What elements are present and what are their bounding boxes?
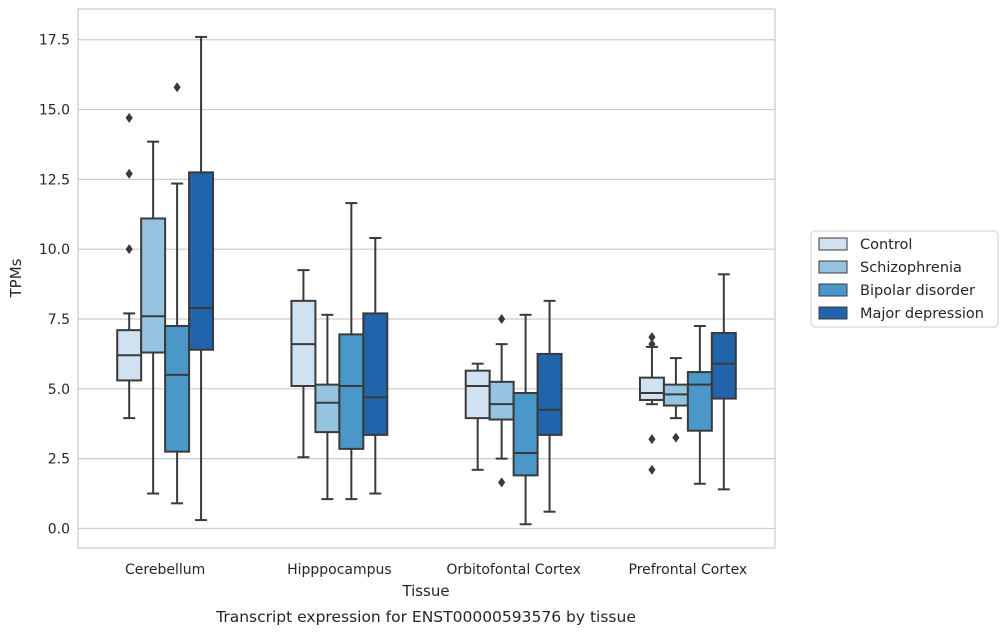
x-axis-label: Tissue bbox=[401, 582, 449, 600]
outlier-point bbox=[648, 464, 656, 475]
box-major-depression-hipppocampus bbox=[362, 237, 389, 495]
legend-label: Schizophrenia bbox=[860, 260, 962, 276]
y-tick-label: 2.5 bbox=[48, 452, 70, 468]
outlier-point bbox=[125, 168, 133, 179]
outlier-point bbox=[125, 112, 133, 123]
y-tick-label: 15.0 bbox=[39, 103, 70, 119]
outlier-point bbox=[672, 432, 680, 443]
y-tick-label: 5.0 bbox=[48, 382, 70, 398]
box-iqr bbox=[338, 333, 365, 450]
outlier-point bbox=[648, 339, 656, 350]
box-control-orbitofontal-cortex bbox=[464, 362, 491, 471]
box-iqr bbox=[638, 376, 665, 401]
box-major-depression-cerebellum bbox=[188, 35, 215, 522]
legend-swatch bbox=[818, 237, 848, 251]
legend-item: Schizophrenia bbox=[818, 260, 962, 276]
outlier-point bbox=[498, 477, 506, 488]
box-iqr bbox=[686, 371, 713, 432]
box-control-cerebellum bbox=[116, 112, 143, 420]
box-control-prefrontal-cortex bbox=[638, 332, 665, 475]
box-plot-series bbox=[116, 35, 737, 526]
legend-item: Control bbox=[818, 237, 912, 253]
y-tick-label: 12.5 bbox=[39, 172, 70, 188]
y-tick-label: 17.5 bbox=[39, 33, 70, 49]
outlier-point bbox=[498, 313, 506, 324]
box-iqr bbox=[140, 217, 167, 354]
y-axis-label: TPMs bbox=[7, 258, 25, 298]
box-control-hipppocampus bbox=[290, 269, 317, 459]
x-tick-label: Prefrontal Cortex bbox=[629, 562, 748, 578]
box-major-depression-orbitofontal-cortex bbox=[536, 299, 563, 513]
y-axis-ticks: 0.0 2.5 5.0 7.5 10.0 12.5 15.0 17.5 bbox=[39, 33, 70, 538]
box-iqr bbox=[188, 171, 215, 351]
x-axis-ticks: Cerebellum Hipppocampus Orbitofontal Corte… bbox=[125, 562, 747, 578]
legend-swatch bbox=[818, 306, 848, 320]
x-tick-label: Orbitofontal Cortex bbox=[446, 562, 581, 578]
box-iqr bbox=[164, 324, 191, 453]
box-iqr bbox=[488, 380, 515, 421]
box-iqr bbox=[512, 392, 539, 477]
legend-item: Bipolar disorder bbox=[818, 283, 975, 299]
box-major-depression-prefrontal-cortex bbox=[710, 273, 737, 491]
box-schizophrenia-orbitofontal-cortex bbox=[488, 313, 515, 488]
box-iqr bbox=[362, 312, 389, 436]
box-schizophrenia-cerebellum bbox=[140, 140, 167, 495]
box-iqr bbox=[536, 352, 563, 436]
y-tick-label: 7.5 bbox=[48, 312, 70, 328]
grid-lines bbox=[78, 39, 775, 530]
legend-label: Control bbox=[860, 237, 912, 253]
box-schizophrenia-hipppocampus bbox=[314, 313, 341, 501]
y-tick-label: 10.0 bbox=[39, 242, 70, 258]
outlier-point bbox=[648, 434, 656, 445]
legend-item: Major depression bbox=[818, 306, 984, 322]
plot-frame bbox=[77, 8, 776, 549]
x-tick-label: Cerebellum bbox=[125, 562, 205, 578]
box-bipolar-disorder-prefrontal-cortex bbox=[686, 324, 713, 485]
legend-swatch bbox=[818, 283, 848, 297]
box-schizophrenia-prefrontal-cortex bbox=[662, 357, 689, 443]
box-iqr bbox=[314, 383, 341, 434]
legend-swatch bbox=[818, 260, 848, 274]
box-bipolar-disorder-hipppocampus bbox=[338, 202, 365, 501]
box-bipolar-disorder-cerebellum bbox=[164, 82, 191, 505]
chart-caption: Transcript expression for ENST0000059357… bbox=[215, 608, 636, 626]
outlier-point bbox=[173, 82, 181, 93]
box-iqr bbox=[464, 369, 491, 420]
box-bipolar-disorder-orbitofontal-cortex bbox=[512, 313, 539, 526]
x-tick-label: Hipppocampus bbox=[287, 562, 392, 578]
legend: Control Schizophrenia Bipolar disorder Majo… bbox=[810, 230, 999, 328]
outlier-point bbox=[125, 244, 133, 255]
legend-label: Bipolar disorder bbox=[860, 283, 975, 299]
box-iqr bbox=[710, 331, 737, 400]
legend-label: Major depression bbox=[860, 306, 984, 322]
y-tick-label: 0.0 bbox=[48, 521, 70, 537]
outlier-point bbox=[648, 332, 656, 343]
legend-frame bbox=[810, 230, 999, 328]
